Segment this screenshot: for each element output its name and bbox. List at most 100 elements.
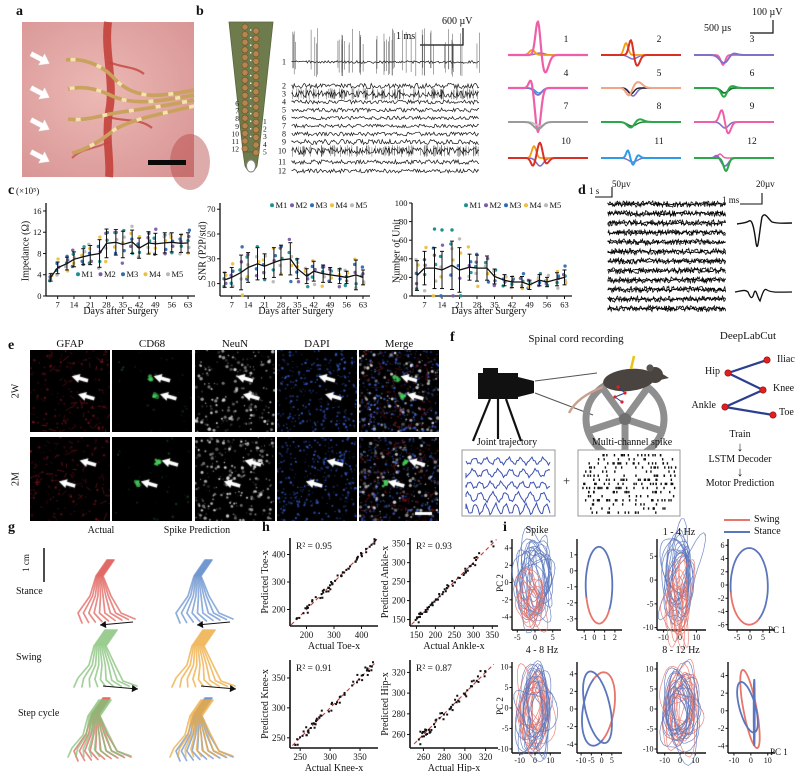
data-point <box>438 593 441 596</box>
gait-row-stepcycle: Step cycle <box>18 708 60 719</box>
data-point <box>417 738 420 741</box>
x-tick-label: 21 <box>86 300 95 310</box>
raster-tick <box>593 466 596 469</box>
data-point <box>433 600 436 603</box>
data-point <box>421 730 424 733</box>
white-arrow-icon <box>29 51 50 66</box>
data-point <box>320 592 323 595</box>
recording-trace <box>291 138 480 146</box>
raster-tick <box>613 478 616 481</box>
data-point <box>477 680 480 683</box>
mouse-point <box>423 263 427 267</box>
camera-top <box>483 368 498 374</box>
data-point <box>416 616 419 619</box>
x-tick-label: -5 <box>514 633 521 642</box>
data-point <box>356 681 359 684</box>
channel-label: 10 <box>278 147 286 156</box>
y-tick-label: 4 <box>721 554 725 563</box>
data-point <box>299 736 302 739</box>
y-tick-label: 0 <box>721 581 725 590</box>
panel-b-label: b <box>196 4 204 19</box>
raster-tick <box>627 511 630 514</box>
y-tick-label: 30 <box>207 254 216 264</box>
mouse-point <box>320 284 324 288</box>
pca-8-12hz-avg: 4 2 0 -2 -4 -10 0 10 <box>718 662 775 765</box>
raster-tick <box>654 466 657 469</box>
joint-dot <box>763 356 771 364</box>
raster-tick <box>645 470 648 473</box>
raster-tick <box>674 466 677 469</box>
raster-tick <box>622 482 624 486</box>
raster-tick <box>651 462 654 465</box>
x-axis-label: Actual Toe-x <box>308 641 360 652</box>
x-tick-label: 1 <box>603 633 607 642</box>
raster-tick <box>588 490 590 494</box>
raster-tick <box>633 486 635 490</box>
raster-tick <box>652 454 654 457</box>
contact-site <box>241 99 249 107</box>
data-point <box>431 601 434 604</box>
unit-number: 7 <box>564 102 569 112</box>
raster-tick <box>593 478 595 481</box>
micrograph-neun-2m <box>195 437 275 521</box>
via-dot <box>249 97 252 100</box>
data-point <box>305 726 308 729</box>
raster-tick <box>597 462 599 465</box>
unit-number: 5 <box>657 69 662 79</box>
pc-trajectory <box>667 687 695 747</box>
raster-tick <box>633 462 635 465</box>
flow-train: Train <box>729 429 751 440</box>
data-point <box>417 621 420 624</box>
mean-line <box>224 258 364 281</box>
raster-tick <box>625 486 628 490</box>
data-point <box>441 712 444 715</box>
data-point <box>343 691 346 694</box>
mouse-point <box>154 227 158 231</box>
x-tick-label: 2 <box>613 633 617 642</box>
data-point <box>369 665 372 668</box>
contact-site <box>241 61 249 69</box>
mouse-point <box>451 294 455 298</box>
data-point <box>442 718 445 721</box>
data-point <box>373 542 376 545</box>
recording-trace <box>291 158 480 166</box>
y-tick-label: -10 <box>498 745 509 754</box>
data-point <box>455 701 458 704</box>
leg-frame <box>197 629 210 688</box>
x-tick-label: 5 <box>551 633 555 642</box>
mouse-icon <box>567 355 669 414</box>
raster-tick <box>650 470 652 473</box>
via-dot <box>249 90 252 92</box>
y-tick-label: 300 <box>392 558 406 568</box>
recording-trace <box>291 89 480 99</box>
data-point <box>479 670 482 673</box>
raster-tick <box>661 458 664 461</box>
leg-frame <box>73 629 106 688</box>
raster-tick <box>654 454 656 457</box>
x-tick-label: 300 <box>327 630 341 640</box>
data-point <box>314 723 317 726</box>
data-point <box>457 699 460 702</box>
data-point <box>433 725 436 728</box>
y-tick-label: 0 <box>403 291 407 301</box>
legend-label: M5 <box>550 200 562 210</box>
data-point <box>453 581 456 584</box>
mouse-point <box>295 270 299 274</box>
down-arrow-icon: ↓ <box>736 463 744 479</box>
raster-tick <box>673 486 676 490</box>
raster-tick <box>588 486 591 490</box>
electrode-contact-number: 9 <box>235 122 239 131</box>
mouse-point <box>486 280 491 284</box>
y-tick-label: 4 <box>505 544 509 553</box>
leg-frame <box>198 699 219 758</box>
x-tick-label: 250 <box>293 752 307 762</box>
data-point <box>473 556 476 559</box>
data-point <box>464 571 467 574</box>
pc-trajectory <box>672 559 696 632</box>
raster-tick <box>618 462 620 465</box>
raster-tick <box>674 474 676 477</box>
data-point <box>313 726 316 729</box>
gait-col-actual: Actual <box>87 525 115 536</box>
data-point <box>464 570 467 573</box>
